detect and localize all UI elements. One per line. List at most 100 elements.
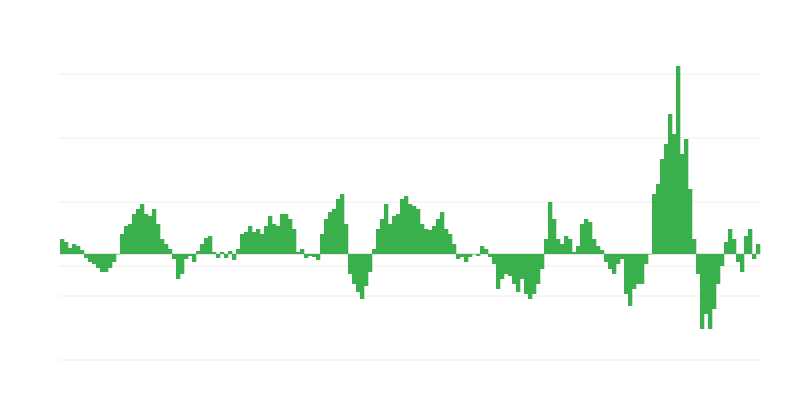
- bar: [320, 234, 325, 254]
- bar: [644, 254, 649, 264]
- bar: [416, 209, 421, 254]
- bar: [140, 204, 145, 254]
- bar: [156, 224, 161, 254]
- bar: [592, 239, 597, 254]
- bar: [352, 254, 357, 284]
- bar: [88, 254, 93, 262]
- bar: [188, 254, 193, 256]
- bar: [280, 214, 285, 254]
- bar: [316, 254, 321, 260]
- bar: [172, 254, 177, 259]
- bar: [372, 249, 377, 254]
- bar: [284, 214, 289, 254]
- bar: [404, 196, 409, 254]
- bar: [180, 254, 185, 274]
- bar: [548, 202, 553, 254]
- bar: [740, 254, 745, 272]
- bar: [384, 204, 389, 254]
- bar: [236, 249, 241, 254]
- bar: [228, 251, 233, 254]
- bar: [540, 254, 545, 269]
- bar: [252, 232, 257, 254]
- bar: [464, 254, 469, 262]
- bar: [476, 254, 481, 256]
- bar: [80, 250, 85, 254]
- bar: [420, 224, 425, 254]
- bar: [536, 254, 541, 284]
- bar: [360, 254, 365, 299]
- bar: [704, 254, 709, 314]
- bar: [336, 199, 341, 254]
- bar: [376, 229, 381, 254]
- bar: [688, 189, 693, 254]
- bar: [576, 246, 581, 254]
- bar: [364, 254, 369, 286]
- bars: [60, 66, 761, 329]
- bar: [268, 216, 273, 254]
- bar: [176, 254, 181, 279]
- bar: [624, 254, 629, 294]
- bar: [612, 254, 617, 274]
- bar: [652, 194, 657, 254]
- bar: [312, 254, 317, 257]
- bar: [668, 114, 673, 254]
- bar: [388, 224, 393, 254]
- bar: [300, 249, 305, 254]
- bar: [480, 246, 485, 254]
- bar: [660, 159, 665, 254]
- bar: [588, 222, 593, 254]
- bar: [244, 232, 249, 254]
- bar: [232, 254, 237, 260]
- bar: [720, 254, 725, 266]
- bar: [288, 219, 293, 254]
- bar: [220, 252, 225, 254]
- bar: [724, 242, 729, 254]
- bar: [392, 216, 397, 254]
- bar: [272, 224, 277, 254]
- bar: [696, 254, 701, 274]
- bar: [112, 254, 117, 262]
- bar: [616, 254, 621, 264]
- bar: [580, 224, 585, 254]
- bar: [304, 254, 309, 258]
- bar: [552, 219, 557, 254]
- bar: [736, 254, 741, 262]
- bar: [560, 244, 565, 254]
- bar: [684, 139, 689, 254]
- bar: [516, 254, 521, 292]
- bar: [184, 254, 189, 259]
- bar: [748, 229, 753, 254]
- bar: [92, 254, 97, 264]
- bar: [216, 254, 221, 258]
- bar: [160, 239, 165, 254]
- bar: [604, 254, 609, 262]
- bar: [328, 212, 333, 254]
- bar: [72, 244, 77, 254]
- bar: [680, 154, 685, 254]
- bar: [676, 66, 681, 254]
- bar: [120, 234, 125, 254]
- bar: [276, 226, 281, 254]
- bar: [356, 254, 361, 292]
- bar: [508, 254, 513, 276]
- bar: [504, 254, 509, 274]
- bar: [144, 214, 149, 254]
- bar: [196, 251, 201, 254]
- bar: [204, 238, 209, 254]
- bar: [60, 239, 65, 254]
- bar: [756, 244, 761, 254]
- bar: [628, 254, 633, 306]
- bar: [732, 239, 737, 254]
- bar: [240, 234, 245, 254]
- bar: [584, 219, 589, 254]
- bar: [296, 252, 301, 254]
- bar: [600, 250, 605, 254]
- bar: [648, 254, 653, 255]
- bar: [148, 216, 153, 254]
- bar: [656, 184, 661, 254]
- bar: [100, 254, 105, 272]
- bar: [500, 254, 505, 279]
- bar: [256, 229, 261, 254]
- bar: [64, 242, 69, 254]
- bar: [528, 254, 533, 299]
